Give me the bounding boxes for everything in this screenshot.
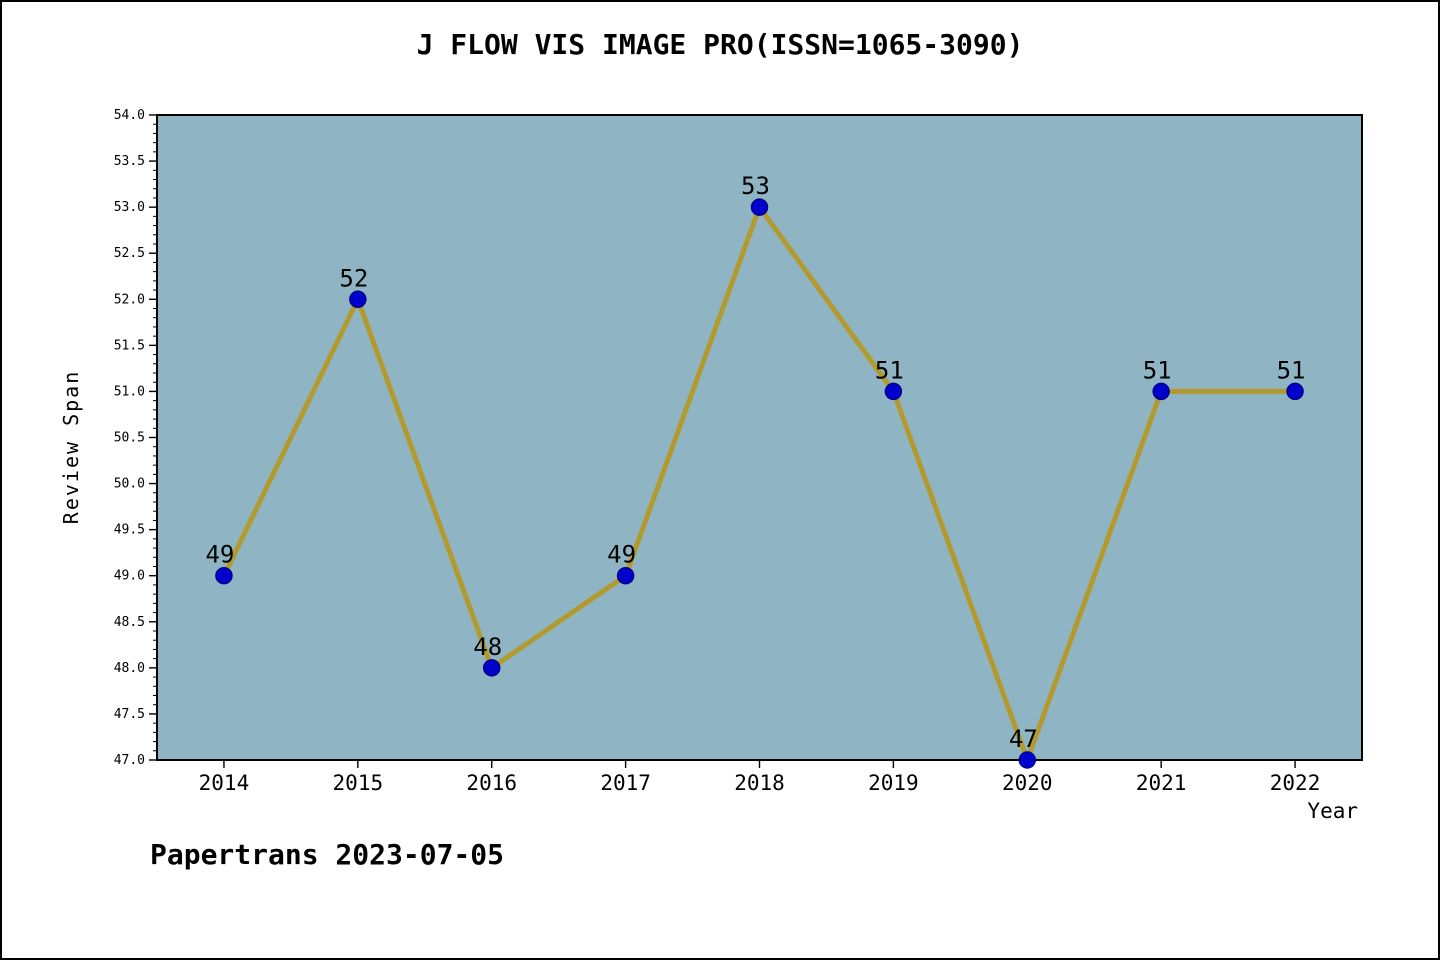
y-tick-label: 49.5 bbox=[114, 523, 145, 538]
data-point bbox=[1018, 751, 1037, 769]
data-point bbox=[349, 290, 367, 309]
chart-caption: Papertrans 2023-07-05 bbox=[150, 838, 504, 871]
x-tick-label: 2018 bbox=[734, 771, 785, 795]
x-tick-label: 2021 bbox=[1136, 771, 1187, 795]
point-label: 49 bbox=[205, 541, 234, 569]
y-tick-label: 53.0 bbox=[114, 200, 145, 215]
data-point bbox=[884, 382, 903, 401]
point-label: 52 bbox=[339, 264, 368, 292]
y-tick-label: 47.0 bbox=[114, 753, 145, 768]
point-label: 51 bbox=[875, 356, 904, 384]
y-tick-label: 50.5 bbox=[114, 431, 145, 446]
point-label: 47 bbox=[1009, 725, 1038, 753]
y-tick-label: 52.5 bbox=[114, 246, 145, 261]
y-axis-title: Review Span bbox=[59, 370, 83, 524]
point-labels: 49 52 48 49 53 51 47 51 51 bbox=[205, 172, 1305, 753]
chart-title: J FLOW VIS IMAGE PRO(ISSN=1065-3090) bbox=[417, 28, 1024, 61]
chart-plot-group: 47.0 47.5 48.0 48.5 49.0 49.5 50.0 50.5 51.0 51.5… bbox=[114, 108, 1363, 795]
y-tick-label: 52.0 bbox=[114, 292, 145, 307]
x-ticks bbox=[223, 760, 1296, 768]
x-tick-label: 2015 bbox=[333, 771, 384, 795]
data-point bbox=[482, 659, 501, 677]
y-tick-label: 51.0 bbox=[114, 384, 145, 399]
y-tick-label: 54.0 bbox=[114, 108, 145, 123]
y-tick-label: 51.5 bbox=[114, 338, 145, 353]
plot-area bbox=[156, 114, 1363, 761]
data-point bbox=[1286, 382, 1304, 401]
data-points bbox=[215, 198, 1304, 769]
point-label: 51 bbox=[1143, 356, 1172, 384]
y-tick-label: 47.5 bbox=[114, 707, 145, 722]
data-point bbox=[750, 198, 769, 216]
y-tick-label: 48.0 bbox=[114, 661, 145, 676]
x-tick-labels: 2014 2015 2016 2017 2018 2019 2020 2021 2022 bbox=[199, 771, 1321, 795]
x-tick-label: 2016 bbox=[466, 771, 517, 795]
x-tick-label: 2020 bbox=[1002, 771, 1053, 795]
point-label: 48 bbox=[473, 633, 502, 661]
point-label: 49 bbox=[607, 541, 636, 569]
x-tick-label: 2017 bbox=[600, 771, 651, 795]
x-tick-label: 2019 bbox=[868, 771, 919, 795]
data-point bbox=[215, 566, 233, 585]
x-tick-label: 2014 bbox=[199, 771, 250, 795]
y-minor-ticks bbox=[153, 123, 157, 752]
y-tick-label: 49.0 bbox=[114, 569, 145, 584]
data-point bbox=[1152, 382, 1170, 401]
y-tick-label: 50.0 bbox=[114, 477, 145, 492]
x-tick-label: 2022 bbox=[1270, 771, 1321, 795]
point-label: 51 bbox=[1277, 356, 1306, 384]
point-label: 53 bbox=[741, 172, 770, 200]
data-point bbox=[616, 566, 635, 585]
x-axis-title: Year bbox=[1307, 799, 1358, 823]
y-tick-label: 48.5 bbox=[114, 615, 145, 630]
y-tick-label: 53.5 bbox=[114, 154, 145, 169]
y-tick-labels: 47.0 47.5 48.0 48.5 49.0 49.5 50.0 50.5 51.0 51.5… bbox=[114, 108, 145, 768]
y-major-ticks bbox=[149, 114, 157, 761]
